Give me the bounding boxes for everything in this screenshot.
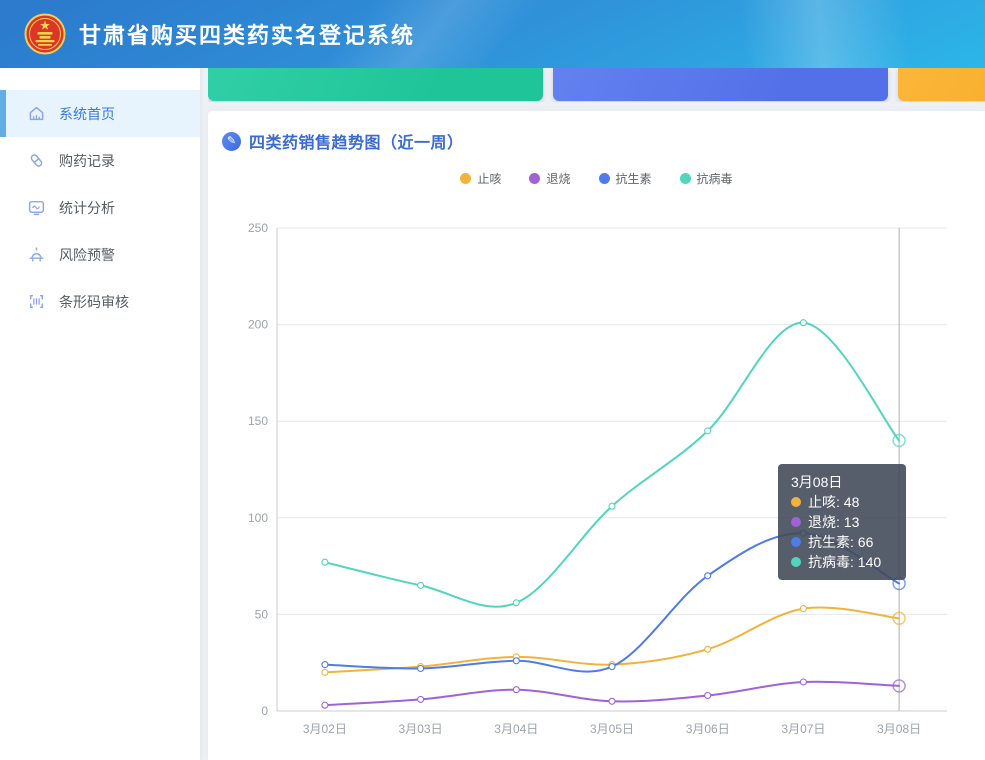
legend-dot (460, 173, 472, 184)
legend-item-tuishao[interactable]: 退烧 (529, 170, 571, 187)
stat-card-blue (553, 68, 888, 101)
data-point (799, 678, 807, 686)
x-axis-label: 3月02日 (303, 722, 347, 736)
panel-title: ✎ 四类药销售趋势图（近一周） (222, 129, 464, 153)
stat-card-orange (898, 68, 985, 101)
chart-canvas[interactable]: 0 50 100 150 200 250 3月02日 3月03日 3月04日 3月05日 3月06日… (208, 160, 985, 756)
x-axis-label: 3月03日 (399, 722, 443, 736)
sidebar-item-barcode-review[interactable]: 条形码审核 (0, 278, 200, 325)
sidebar-item-statistics[interactable]: 统计分析 (0, 184, 200, 231)
legend-dot (679, 173, 691, 184)
data-point (799, 319, 807, 327)
app-header: 甘肃省购买四类药实名登记系统 (0, 0, 985, 68)
x-axis-label: 3月06日 (686, 722, 730, 736)
y-axis-label: 250 (248, 221, 268, 235)
national-emblem-logo (24, 13, 66, 55)
data-point (512, 599, 520, 607)
legend-item-zhike[interactable]: 止咳 (460, 170, 501, 187)
data-point (321, 558, 329, 566)
data-point-emphasis (892, 611, 906, 625)
sidebar-item-label: 系统首页 (59, 105, 115, 122)
data-point (321, 661, 329, 669)
data-point (799, 529, 807, 537)
y-axis-label: 0 (261, 704, 268, 718)
chart-panel: ✎ 四类药销售趋势图（近一周） 止咳 退烧 抗生素 抗病 (208, 111, 985, 760)
legend-label: 抗生素 (615, 172, 652, 186)
app-title: 甘肃省购买四类药实名登记系统 (79, 23, 416, 48)
data-point (799, 605, 807, 613)
legend-item-kangbingdu[interactable]: 抗病毒 (679, 170, 733, 187)
data-point (417, 664, 425, 673)
data-point (512, 657, 520, 665)
sidebar-item-label: 风险预警 (59, 246, 115, 263)
data-point (608, 697, 616, 705)
data-point (704, 691, 712, 700)
sidebar-item-label: 条形码审核 (59, 293, 129, 310)
stat-card-green (208, 68, 543, 101)
series-line-1 (321, 678, 906, 709)
legend-item-kangshengsu[interactable]: 抗生素 (598, 170, 652, 187)
y-axis-label: 50 (255, 607, 269, 621)
stat-cards-row (208, 68, 985, 102)
data-point (704, 645, 712, 653)
legend-label: 退烧 (546, 172, 571, 186)
sidebar-nav: 系统首页 购药记录 统计分析 (0, 68, 200, 760)
series-line-2 (321, 529, 906, 673)
y-axis-label: 200 (248, 318, 268, 332)
data-point (321, 701, 329, 709)
sidebar-item-label: 统计分析 (59, 199, 115, 216)
x-axis-label: 3月05日 (590, 722, 634, 736)
y-axis-label: 100 (248, 511, 268, 525)
sidebar-item-home[interactable]: 系统首页 (0, 90, 200, 137)
data-point (704, 427, 712, 435)
page-title: 四类药销售趋势图（近一周） (249, 135, 464, 152)
data-point (608, 663, 616, 671)
sidebar-item-purchase-records[interactable]: 购药记录 (0, 137, 200, 184)
data-point-emphasis (892, 433, 906, 448)
header-decoration (605, 0, 985, 68)
legend-label: 止咳 (477, 172, 502, 186)
legend-label: 抗病毒 (696, 172, 733, 186)
pen-badge-icon: ✎ (222, 131, 241, 151)
y-axis-label: 150 (248, 414, 268, 428)
x-axis-label: 3月08日 (877, 722, 921, 736)
data-point-emphasis (892, 679, 906, 693)
alarm-icon (27, 245, 46, 264)
data-point (417, 695, 425, 703)
sidebar-item-risk-warning[interactable]: 风险预警 (0, 231, 200, 278)
sidebar-item-label: 购药记录 (59, 152, 115, 169)
data-point (704, 572, 712, 580)
home-icon (27, 104, 46, 123)
barcode-icon (27, 292, 46, 311)
legend-dot (529, 173, 541, 184)
monitor-chart-icon (27, 198, 46, 217)
x-axis-label: 3月07日 (781, 722, 825, 736)
pill-icon (27, 151, 46, 170)
data-point (321, 668, 329, 676)
series-line-3 (321, 319, 906, 608)
legend-dot (598, 173, 610, 184)
chart-legend: 止咳 退烧 抗生素 抗病毒 (208, 170, 985, 187)
main-content: ✎ 四类药销售趋势图（近一周） 止咳 退烧 抗生素 抗病 (200, 68, 985, 760)
trend-chart: 止咳 退烧 抗生素 抗病毒 0 50 100 150 200 250 3月02日 3月03日 3… (208, 160, 985, 756)
data-point (417, 581, 425, 589)
data-point (608, 502, 616, 510)
data-point (512, 686, 520, 694)
x-axis-label: 3月04日 (494, 722, 538, 736)
